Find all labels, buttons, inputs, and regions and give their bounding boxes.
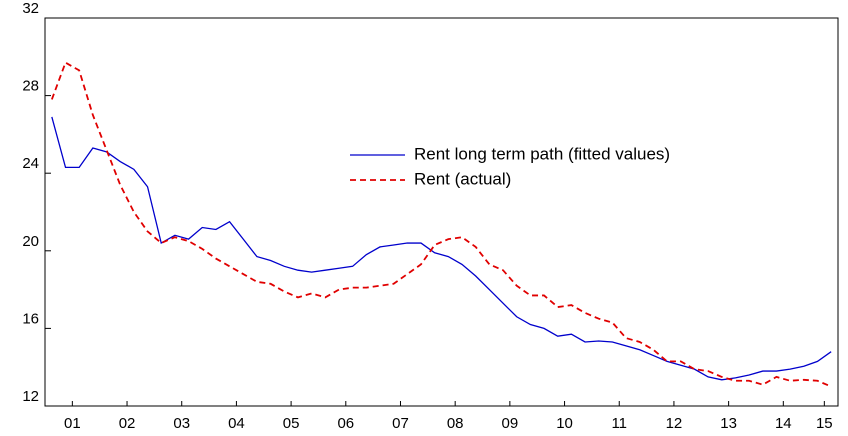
x-tick-label: 05 <box>283 415 300 432</box>
x-tick-label: 04 <box>228 415 245 432</box>
x-tick-label: 07 <box>392 415 409 432</box>
x-tick-label: 03 <box>173 415 190 432</box>
x-tick-label: 14 <box>775 415 792 432</box>
y-tick-label: 24 <box>22 155 39 172</box>
x-tick-label: 09 <box>502 415 519 432</box>
x-tick-label: 08 <box>447 415 464 432</box>
x-tick-label: 06 <box>337 415 354 432</box>
legend-label: Rent long term path (fitted values) <box>414 144 670 163</box>
y-tick-label: 28 <box>22 78 39 95</box>
x-tick-label: 10 <box>556 415 573 432</box>
x-tick-label: 12 <box>666 415 683 432</box>
legend-label: Rent (actual) <box>414 169 511 188</box>
x-tick-label: 02 <box>119 415 136 432</box>
line-series <box>50 61 832 388</box>
y-tick-label: 16 <box>22 310 39 327</box>
y-tick-label: 12 <box>22 388 39 405</box>
plot-frame <box>44 17 839 407</box>
x-tick-label: 13 <box>720 415 737 432</box>
x-tick-label: 15 <box>816 415 833 432</box>
line-series <box>51 116 832 381</box>
x-tick-label: 01 <box>64 415 81 432</box>
x-tick-label: 11 <box>611 415 627 432</box>
y-tick-label: 20 <box>22 233 39 250</box>
y-tick-label: 32 <box>22 0 39 17</box>
